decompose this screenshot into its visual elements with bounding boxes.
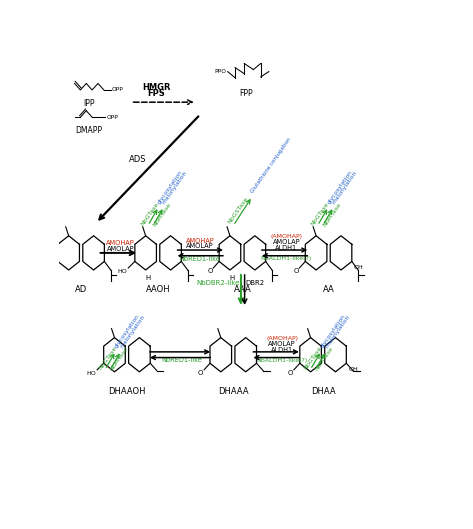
Text: AMOHAP: AMOHAP	[106, 240, 135, 245]
Text: AAOH: AAOH	[146, 286, 170, 295]
Text: malonylation: malonylation	[119, 314, 146, 349]
Text: DHAA: DHAA	[311, 387, 335, 396]
Text: HMGR: HMGR	[142, 83, 171, 92]
Text: AMOLAP: AMOLAP	[268, 341, 296, 347]
Text: FPS: FPS	[148, 89, 165, 98]
Text: H: H	[146, 275, 151, 281]
Text: HO: HO	[86, 371, 96, 376]
Text: NbGTase: NbGTase	[98, 345, 117, 370]
Text: NbRED1-like: NbRED1-like	[180, 256, 221, 262]
Text: IPP: IPP	[83, 99, 95, 108]
Text: AMOLAP: AMOLAP	[107, 246, 134, 252]
Text: NbALDH1-like(?): NbALDH1-like(?)	[261, 256, 312, 261]
Text: NbALDH1-like(?): NbALDH1-like(?)	[256, 358, 307, 363]
Text: NbMTase: NbMTase	[315, 346, 335, 372]
Text: OH: OH	[354, 264, 363, 270]
Text: DHAAOH: DHAAOH	[108, 387, 146, 396]
Text: ADS: ADS	[129, 154, 147, 163]
Text: AAA: AAA	[234, 286, 251, 295]
Text: AD: AD	[75, 286, 87, 295]
Text: DMAPP: DMAPP	[76, 126, 103, 135]
Text: O: O	[288, 370, 293, 376]
Text: malonylation: malonylation	[324, 314, 351, 349]
Text: DBR2: DBR2	[245, 280, 264, 286]
Text: FPP: FPP	[239, 89, 253, 98]
Text: glycosylation: glycosylation	[114, 313, 141, 349]
Text: NbGTase: NbGTase	[140, 201, 160, 226]
Text: (AMOHAP): (AMOHAP)	[271, 234, 302, 239]
Text: ALDH1: ALDH1	[271, 347, 293, 353]
Text: AA: AA	[323, 286, 334, 295]
Text: AMOLAP: AMOLAP	[186, 243, 214, 249]
Text: glycosylation: glycosylation	[319, 313, 346, 349]
Text: malonylation: malonylation	[332, 169, 358, 205]
Text: H: H	[230, 275, 235, 281]
Text: NbMTase: NbMTase	[109, 346, 130, 372]
Text: NbGTase: NbGTase	[303, 345, 323, 370]
Text: malonylation: malonylation	[162, 169, 188, 205]
Text: NbGTase: NbGTase	[310, 201, 330, 226]
Text: O: O	[207, 268, 212, 275]
Text: HO: HO	[117, 269, 127, 274]
Text: NbRED1-like: NbRED1-like	[161, 358, 202, 363]
Text: NbDBR2-like: NbDBR2-like	[196, 280, 239, 286]
Text: NbMTase: NbMTase	[322, 202, 342, 228]
Text: OPP: OPP	[106, 115, 118, 120]
Text: O: O	[293, 268, 299, 275]
Text: AMOHAP: AMOHAP	[186, 238, 215, 244]
Text: glycosylation: glycosylation	[326, 169, 353, 205]
Text: OH: OH	[348, 367, 358, 371]
Text: Glutathione conjugation: Glutathione conjugation	[250, 137, 292, 194]
Text: AMOLAP: AMOLAP	[272, 239, 300, 245]
Text: PPO: PPO	[215, 69, 227, 74]
Text: NbGSTase: NbGSTase	[227, 196, 249, 225]
Text: NbMTase: NbMTase	[152, 202, 172, 228]
Text: OPP: OPP	[112, 87, 123, 93]
Text: ALDH1: ALDH1	[275, 245, 298, 251]
Text: (AMOHAP): (AMOHAP)	[266, 336, 298, 341]
Text: DHAAA: DHAAA	[218, 387, 248, 396]
Text: O: O	[198, 370, 203, 376]
Text: glycosylation: glycosylation	[157, 169, 184, 205]
